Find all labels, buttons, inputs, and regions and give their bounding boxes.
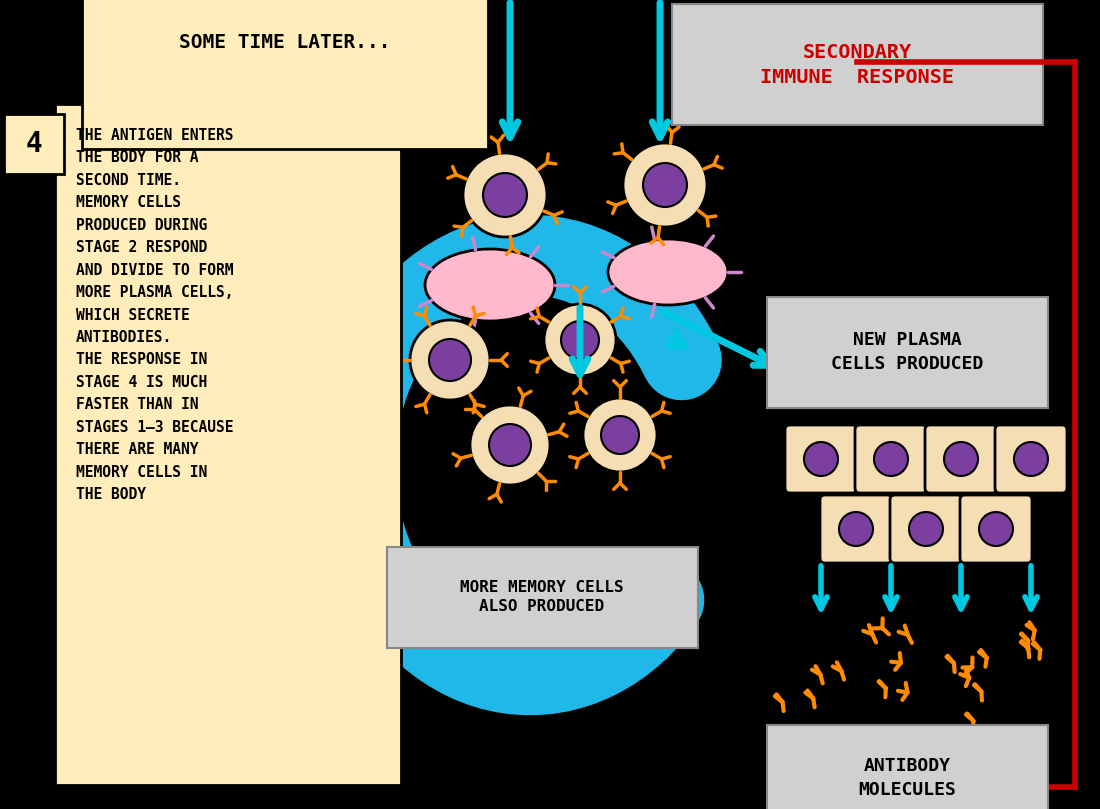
Circle shape: [583, 398, 657, 472]
FancyBboxPatch shape: [785, 425, 857, 493]
FancyBboxPatch shape: [960, 495, 1032, 563]
Text: ANTIBODY
MOLECULES: ANTIBODY MOLECULES: [858, 757, 956, 798]
FancyBboxPatch shape: [767, 297, 1048, 408]
Text: SECONDARY
IMMUNE  RESPONSE: SECONDARY IMMUNE RESPONSE: [760, 43, 954, 87]
FancyBboxPatch shape: [672, 4, 1043, 125]
Circle shape: [463, 153, 547, 237]
FancyBboxPatch shape: [820, 495, 892, 563]
Ellipse shape: [425, 249, 556, 321]
FancyBboxPatch shape: [55, 104, 402, 785]
Circle shape: [410, 320, 490, 400]
Circle shape: [490, 424, 531, 466]
Circle shape: [644, 163, 688, 207]
Text: MORE MEMORY CELLS
ALSO PRODUCED: MORE MEMORY CELLS ALSO PRODUCED: [460, 579, 624, 614]
Circle shape: [804, 442, 838, 476]
Circle shape: [601, 416, 639, 454]
Text: 4: 4: [25, 130, 43, 158]
Circle shape: [874, 442, 907, 476]
FancyBboxPatch shape: [890, 495, 962, 563]
Circle shape: [623, 143, 707, 227]
Circle shape: [561, 321, 600, 359]
Text: SOME TIME LATER...: SOME TIME LATER...: [179, 32, 390, 52]
FancyBboxPatch shape: [996, 425, 1067, 493]
Text: NEW PLASMA
CELLS PRODUCED: NEW PLASMA CELLS PRODUCED: [830, 331, 983, 373]
Circle shape: [944, 442, 978, 476]
Circle shape: [979, 512, 1013, 546]
FancyBboxPatch shape: [855, 425, 927, 493]
Circle shape: [429, 339, 471, 381]
Circle shape: [483, 173, 527, 217]
Circle shape: [839, 512, 873, 546]
FancyBboxPatch shape: [767, 725, 1048, 809]
Circle shape: [544, 304, 616, 376]
FancyBboxPatch shape: [387, 547, 698, 648]
FancyBboxPatch shape: [4, 114, 64, 174]
FancyBboxPatch shape: [925, 425, 997, 493]
Text: THE ANTIGEN ENTERS
THE BODY FOR A
SECOND TIME.
MEMORY CELLS
PRODUCED DURING
STAG: THE ANTIGEN ENTERS THE BODY FOR A SECOND…: [76, 128, 233, 502]
Circle shape: [470, 405, 550, 485]
Circle shape: [1014, 442, 1048, 476]
Circle shape: [909, 512, 943, 546]
Ellipse shape: [608, 239, 728, 305]
